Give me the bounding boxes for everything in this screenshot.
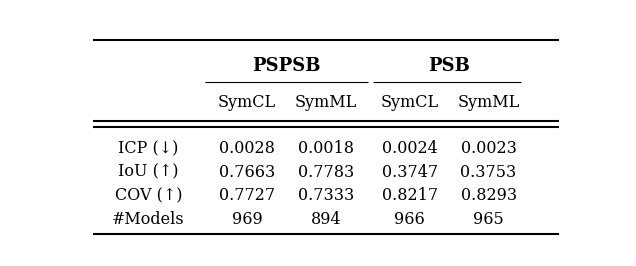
- Text: SymML: SymML: [295, 94, 357, 111]
- Text: 0.7727: 0.7727: [219, 187, 275, 204]
- Text: 0.8217: 0.8217: [382, 187, 438, 204]
- Text: #Models: #Models: [112, 211, 185, 228]
- Text: IoU (↑): IoU (↑): [118, 164, 179, 181]
- Text: SymML: SymML: [457, 94, 520, 111]
- Text: 965: 965: [473, 211, 504, 228]
- Text: SymCL: SymCL: [381, 94, 439, 111]
- Text: 0.0018: 0.0018: [298, 140, 354, 157]
- Text: ICP (↓): ICP (↓): [118, 140, 179, 157]
- Text: SymCL: SymCL: [218, 94, 276, 111]
- Text: 0.0024: 0.0024: [382, 140, 438, 157]
- Text: PSPSB: PSPSB: [252, 57, 321, 75]
- Text: 0.8293: 0.8293: [460, 187, 516, 204]
- Text: 0.0028: 0.0028: [219, 140, 275, 157]
- Text: 966: 966: [394, 211, 425, 228]
- Text: 0.7783: 0.7783: [298, 164, 354, 181]
- Text: 0.0023: 0.0023: [460, 140, 516, 157]
- Text: 969: 969: [232, 211, 263, 228]
- Text: 0.7333: 0.7333: [298, 187, 354, 204]
- Text: 0.7663: 0.7663: [219, 164, 275, 181]
- Text: 0.3753: 0.3753: [460, 164, 516, 181]
- Text: PSB: PSB: [428, 57, 470, 75]
- Text: 894: 894: [310, 211, 342, 228]
- Text: 0.3747: 0.3747: [382, 164, 438, 181]
- Text: COV (↑): COV (↑): [114, 187, 183, 204]
